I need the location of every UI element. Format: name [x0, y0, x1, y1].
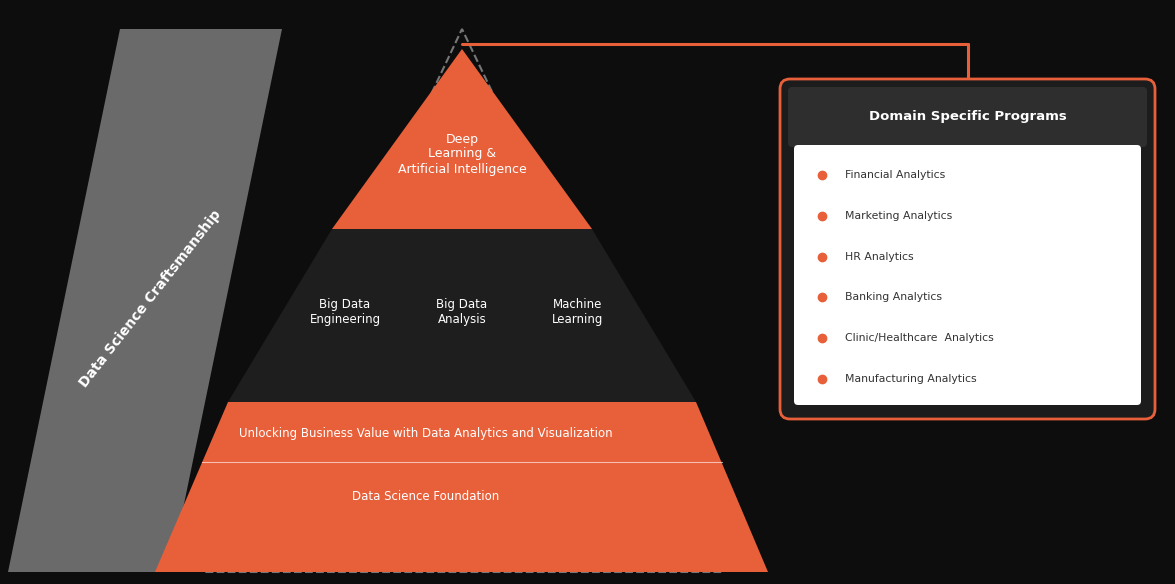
- Text: Big Data
Analysis: Big Data Analysis: [436, 298, 488, 326]
- Text: Big Data
Engineering: Big Data Engineering: [309, 298, 381, 326]
- Text: Data Science Foundation: Data Science Foundation: [351, 491, 499, 503]
- Polygon shape: [333, 49, 592, 229]
- FancyBboxPatch shape: [788, 87, 1147, 147]
- FancyBboxPatch shape: [794, 145, 1141, 405]
- Text: Data Science Craftsmanship: Data Science Craftsmanship: [76, 208, 223, 390]
- Polygon shape: [8, 29, 282, 572]
- Text: Domain Specific Programs: Domain Specific Programs: [868, 110, 1067, 123]
- Polygon shape: [228, 229, 696, 402]
- Polygon shape: [155, 402, 768, 572]
- Text: Banking Analytics: Banking Analytics: [845, 293, 942, 303]
- Text: Clinic/Healthcare  Analytics: Clinic/Healthcare Analytics: [845, 333, 994, 343]
- Text: Machine
Learning: Machine Learning: [552, 298, 604, 326]
- Text: Unlocking Business Value with Data Analytics and Visualization: Unlocking Business Value with Data Analy…: [239, 427, 612, 440]
- Text: HR Analytics: HR Analytics: [845, 252, 914, 262]
- Text: Marketing Analytics: Marketing Analytics: [845, 211, 952, 221]
- FancyBboxPatch shape: [780, 79, 1155, 419]
- Text: Deep
Learning &
Artificial Intelligence: Deep Learning & Artificial Intelligence: [397, 133, 526, 176]
- Text: Manufacturing Analytics: Manufacturing Analytics: [845, 374, 976, 384]
- Text: Financial Analytics: Financial Analytics: [845, 171, 945, 180]
